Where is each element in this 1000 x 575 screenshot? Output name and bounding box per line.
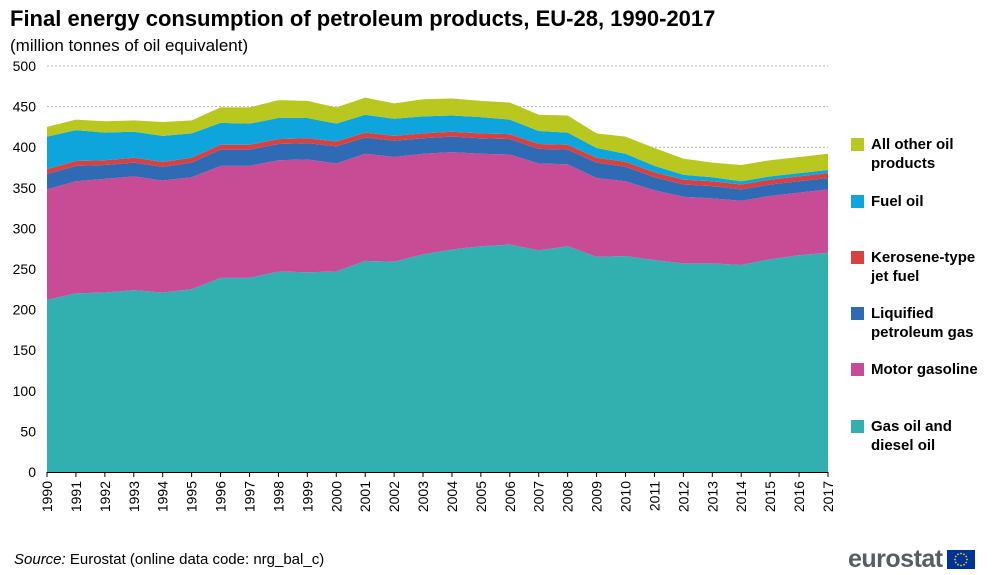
x-tick-label: 2009 bbox=[589, 481, 605, 512]
flag-star bbox=[962, 563, 965, 566]
area-series-lpg bbox=[47, 136, 828, 201]
flag-star bbox=[964, 561, 967, 564]
x-tick-label: 2010 bbox=[618, 481, 634, 512]
legend-label-other: All other oil products bbox=[871, 136, 954, 172]
legend-layer: All other oil products Fuel oil Kerosene-ty… bbox=[851, 136, 978, 454]
x-tick-label: 2013 bbox=[704, 481, 720, 512]
x-tick-label: 2017 bbox=[820, 481, 836, 512]
y-tick-label: 250 bbox=[13, 261, 37, 277]
x-tick-label: 2005 bbox=[473, 481, 489, 512]
x-tick-label: 2003 bbox=[415, 481, 431, 512]
x-tick-label: 1991 bbox=[68, 481, 84, 512]
area-series-fuel_oil bbox=[47, 114, 828, 185]
x-tick-label: 1997 bbox=[241, 481, 257, 512]
flag-star bbox=[959, 564, 962, 567]
x-tick-label: 1993 bbox=[126, 481, 142, 512]
x-tick-label: 1992 bbox=[97, 481, 113, 512]
flag-star bbox=[962, 553, 965, 556]
flag-star bbox=[953, 558, 956, 561]
x-tick-label: 2002 bbox=[386, 481, 402, 512]
x-tick-label: 2006 bbox=[502, 481, 518, 512]
flag-star bbox=[954, 555, 957, 558]
eu-flag-icon bbox=[946, 550, 975, 569]
x-tick-label: 2000 bbox=[328, 481, 344, 512]
area-layer bbox=[47, 97, 828, 472]
y-tick-label: 200 bbox=[13, 302, 37, 318]
area-series-motor_gasoline bbox=[47, 152, 828, 300]
legend-label-lpg: Liquified petroleum gas bbox=[871, 305, 974, 341]
x-tick-label: 2008 bbox=[560, 481, 576, 512]
legend-swatch-kerosene bbox=[851, 251, 864, 264]
y-tick-label: 500 bbox=[13, 58, 37, 74]
source-label: Source: bbox=[14, 551, 66, 568]
x-tick-label: 1998 bbox=[270, 481, 286, 512]
y-tick-label: 0 bbox=[28, 464, 36, 480]
x-tick-label: 2016 bbox=[791, 481, 807, 512]
source-text: Eurostat (online data code: nrg_bal_c) bbox=[65, 551, 325, 568]
flag-star bbox=[954, 561, 957, 564]
legend-swatch-lpg bbox=[851, 307, 864, 320]
x-tick-label: 2007 bbox=[531, 481, 547, 512]
flag-star bbox=[965, 558, 968, 561]
legend-swatch-fuel_oil bbox=[851, 195, 864, 208]
area-series-other bbox=[47, 97, 828, 182]
x-tick-label: 2015 bbox=[762, 481, 778, 512]
legend-label-gas_oil: Gas oil and diesel oil bbox=[871, 418, 952, 454]
stacked-area-chart: 0 50 100 150 200 250 300 350 400 450 500 1990 1991 19… bbox=[13, 58, 978, 512]
y-tick-label: 50 bbox=[20, 423, 36, 439]
flag-star bbox=[964, 555, 967, 558]
y-tick-label: 350 bbox=[13, 180, 37, 196]
x-tick-label: 1995 bbox=[184, 481, 200, 512]
x-tick-label: 2011 bbox=[646, 481, 662, 511]
y-tick-label: 450 bbox=[13, 99, 37, 115]
x-tick-label: 2004 bbox=[444, 481, 460, 512]
y-tick-label: 400 bbox=[13, 139, 37, 155]
legend-label-kerosene: Kerosene-type jet fuel bbox=[870, 249, 975, 285]
axis-layer: 0 50 100 150 200 250 300 350 400 450 500 1990 1991 19… bbox=[13, 58, 836, 512]
legend-swatch-motor_gasoline bbox=[851, 363, 864, 376]
x-tick-label: 1990 bbox=[39, 481, 55, 512]
x-tick-label: 2001 bbox=[357, 481, 373, 512]
y-tick-label: 300 bbox=[13, 220, 37, 236]
x-tick-label: 1996 bbox=[213, 481, 229, 512]
legend-swatch-other bbox=[851, 138, 864, 151]
x-tick-label: 1999 bbox=[299, 481, 315, 512]
flag-star bbox=[959, 552, 962, 555]
eurostat-logo: eurostat bbox=[848, 545, 975, 574]
legend-swatch-gas_oil bbox=[851, 420, 864, 433]
legend-label-fuel_oil: Fuel oil bbox=[871, 193, 924, 210]
source-note: Source: Eurostat (online data code: nrg_… bbox=[14, 551, 324, 568]
flag-star bbox=[956, 563, 959, 566]
flag-star bbox=[956, 553, 959, 556]
area-series-gas_oil bbox=[47, 244, 828, 472]
legend-label-motor_gasoline: Motor gasoline bbox=[871, 361, 978, 378]
x-tick-label: 2012 bbox=[675, 481, 691, 512]
logo-text: eurostat bbox=[848, 545, 943, 573]
area-series-kerosene bbox=[47, 131, 828, 190]
chart-title: Final energy consumption of petroleum pr… bbox=[10, 6, 716, 31]
y-tick-label: 100 bbox=[13, 383, 37, 399]
chart-subtitle: (million tonnes of oil equivalent) bbox=[10, 36, 249, 55]
y-tick-label: 150 bbox=[13, 342, 37, 358]
x-tick-label: 1994 bbox=[155, 481, 171, 512]
x-tick-label: 2014 bbox=[733, 481, 749, 512]
